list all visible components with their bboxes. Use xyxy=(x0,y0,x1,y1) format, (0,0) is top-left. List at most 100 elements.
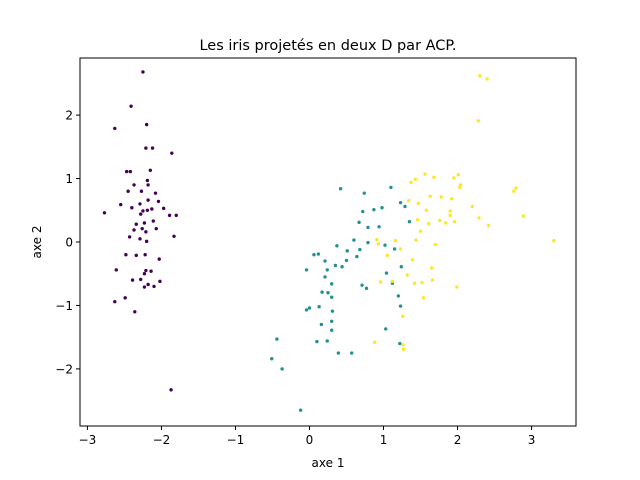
data-point xyxy=(132,183,136,187)
data-point xyxy=(172,234,176,238)
data-point xyxy=(407,220,412,224)
data-point xyxy=(146,198,150,202)
data-point xyxy=(486,223,491,228)
data-point xyxy=(141,209,145,213)
data-point xyxy=(389,185,393,190)
data-point xyxy=(151,219,155,223)
data-point xyxy=(377,225,381,229)
data-point xyxy=(470,204,475,209)
data-point xyxy=(401,314,405,318)
data-point xyxy=(352,238,356,242)
data-point xyxy=(336,351,341,355)
data-point xyxy=(128,169,133,174)
data-point xyxy=(142,272,147,276)
data-point xyxy=(396,294,401,298)
data-point xyxy=(316,252,321,256)
data-point xyxy=(405,273,409,277)
data-point xyxy=(349,351,354,355)
data-point xyxy=(142,221,147,225)
data-point xyxy=(156,199,161,204)
data-point xyxy=(144,268,148,273)
data-point xyxy=(448,213,452,218)
x-tick-label: −3 xyxy=(79,433,97,447)
data-point xyxy=(452,220,457,224)
data-point xyxy=(143,252,147,257)
data-point xyxy=(148,168,153,172)
data-point xyxy=(449,197,454,201)
data-point xyxy=(398,341,402,346)
data-point xyxy=(552,239,556,243)
data-point xyxy=(362,191,366,195)
data-point xyxy=(139,277,143,282)
data-point xyxy=(376,242,381,246)
data-point xyxy=(304,308,309,312)
chart-title: Les iris projetés en deux D par ACP. xyxy=(199,38,456,54)
data-point xyxy=(345,249,349,253)
data-point xyxy=(330,309,335,313)
data-point xyxy=(152,284,156,289)
data-point xyxy=(385,253,389,258)
data-point xyxy=(134,222,138,226)
data-point xyxy=(150,207,154,211)
data-point xyxy=(330,319,334,324)
data-point xyxy=(325,268,329,272)
data-point xyxy=(142,285,147,289)
data-point xyxy=(423,172,427,176)
data-point xyxy=(280,367,284,371)
data-point xyxy=(444,221,448,225)
x-tick-label: −2 xyxy=(153,433,171,447)
data-point xyxy=(406,199,411,203)
y-axis-label: axe 2 xyxy=(30,226,44,259)
data-point xyxy=(448,209,452,213)
data-point xyxy=(456,173,460,177)
data-point xyxy=(161,206,166,211)
x-axis-ticks: −3 −2 −1 0 1 2 3 xyxy=(79,426,535,447)
data-point xyxy=(315,339,319,344)
data-point xyxy=(146,183,150,187)
data-point xyxy=(323,259,327,263)
y-tick-label: 2 xyxy=(65,109,73,123)
data-point xyxy=(401,343,405,347)
data-point xyxy=(432,175,436,179)
data-point xyxy=(144,230,148,234)
data-point xyxy=(398,247,403,251)
data-point xyxy=(412,281,417,285)
x-tick-label: 1 xyxy=(380,433,388,447)
data-point xyxy=(319,322,324,327)
data-point xyxy=(130,278,135,282)
data-point xyxy=(124,252,128,257)
data-point xyxy=(326,291,330,295)
data-point xyxy=(335,244,339,248)
data-point xyxy=(330,295,334,299)
data-point xyxy=(169,388,173,392)
data-point xyxy=(157,257,161,261)
data-point xyxy=(360,283,364,287)
data-point xyxy=(317,305,321,309)
data-point xyxy=(170,151,174,155)
data-point xyxy=(298,408,303,412)
data-point xyxy=(455,285,459,289)
data-point xyxy=(438,218,442,223)
data-point xyxy=(366,225,370,230)
data-point xyxy=(154,226,158,231)
data-point xyxy=(430,278,435,282)
data-point xyxy=(333,263,338,268)
x-tick-label: −1 xyxy=(227,433,245,447)
data-point xyxy=(415,218,420,222)
data-point xyxy=(325,339,329,343)
data-point xyxy=(275,337,279,341)
data-point xyxy=(139,189,144,193)
data-point xyxy=(366,240,370,245)
data-point xyxy=(124,169,129,174)
data-point xyxy=(312,252,316,257)
data-point xyxy=(452,176,456,180)
x-axis-label: axe 1 xyxy=(312,456,345,470)
data-point xyxy=(113,126,117,131)
x-tick-label: 2 xyxy=(454,433,462,447)
data-point xyxy=(378,280,383,284)
points-layer xyxy=(102,70,556,412)
data-point xyxy=(364,286,369,291)
data-point xyxy=(174,213,178,218)
data-point xyxy=(372,207,376,212)
